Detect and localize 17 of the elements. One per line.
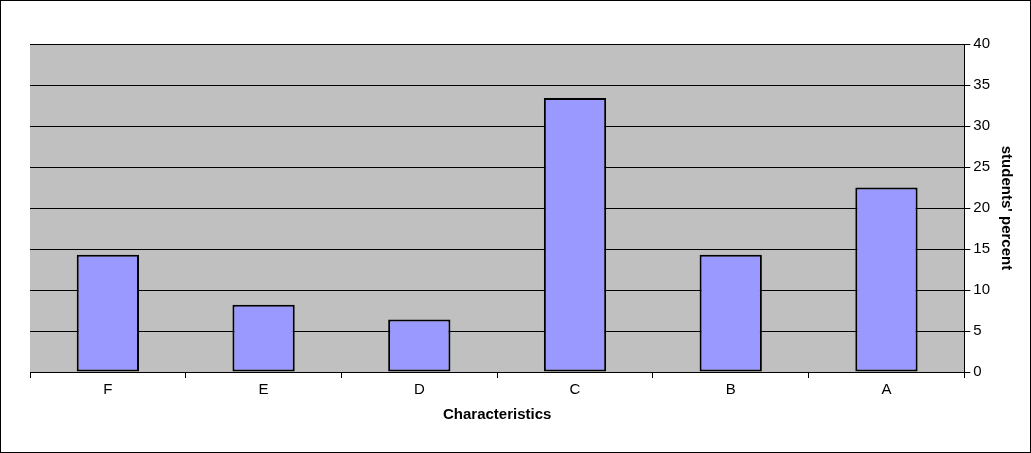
x-axis-title: Characteristics [442, 405, 552, 423]
x-tick-label: B [725, 380, 736, 398]
y-tick-label: 20 [973, 198, 990, 216]
y-tick-label: 15 [973, 239, 990, 257]
x-tick-label: E [258, 380, 269, 398]
y-axis-title: students' percent [998, 145, 1016, 271]
y-tick-label: 5 [973, 321, 982, 339]
x-tick-label: F [103, 380, 113, 398]
y-tick-label: 35 [973, 75, 990, 93]
x-tick-label: A [881, 380, 892, 398]
x-tick-label: C [569, 380, 581, 398]
y-tick-label: 10 [973, 280, 990, 298]
y-tick-label: 40 [973, 34, 990, 52]
y-tick-label: 25 [973, 157, 990, 175]
y-tick-label: 0 [973, 362, 982, 380]
x-tick-label: D [413, 380, 425, 398]
y-tick-label: 30 [973, 116, 990, 134]
